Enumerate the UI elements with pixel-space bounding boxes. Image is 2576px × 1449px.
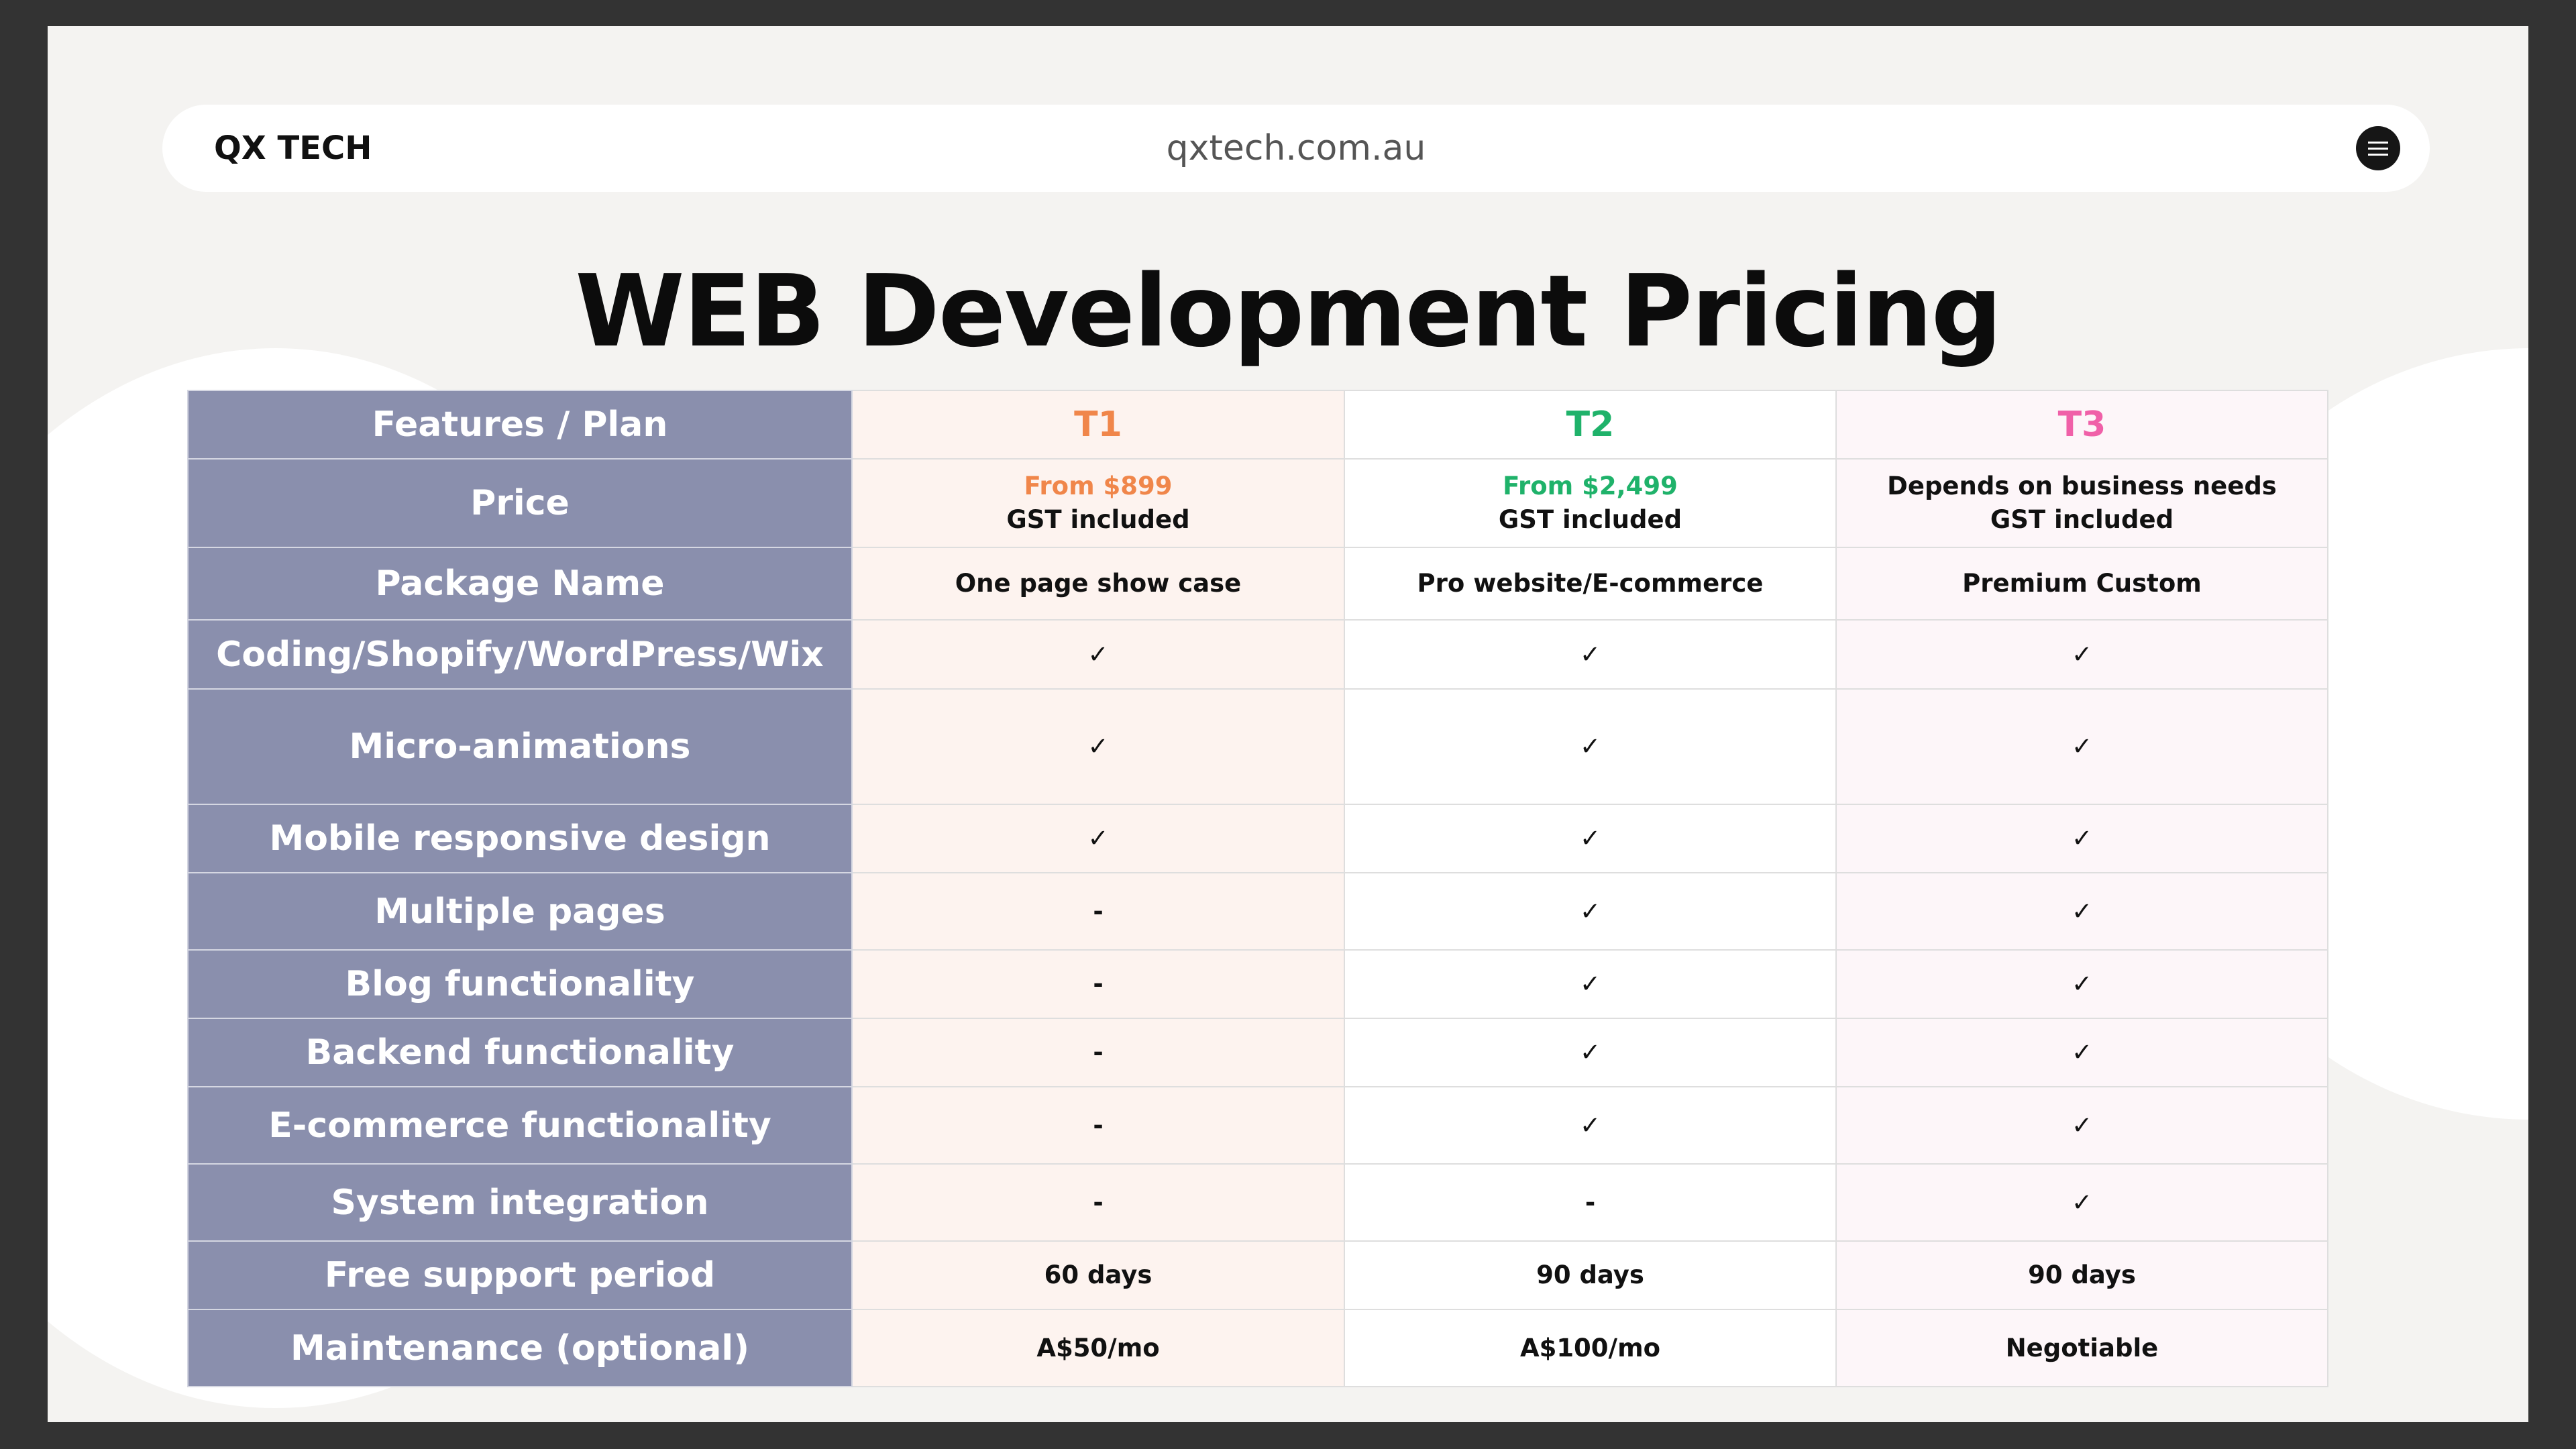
blog-t2: ✓ xyxy=(1344,949,1837,1019)
feature-coding-platforms: Coding/Shopify/WordPress/Wix xyxy=(187,619,853,690)
price-t3: Depends on business needs GST included xyxy=(1835,458,2328,548)
table-row: E-commerce functionality - ✓ ✓ xyxy=(187,1086,2328,1165)
multiple-pages-t2: ✓ xyxy=(1344,872,1837,951)
table-row: Package Name One page show case Pro webs… xyxy=(187,547,2328,621)
table-row: Maintenance (optional) A$50/mo A$100/mo … xyxy=(187,1309,2328,1387)
tier-t2-header: T2 xyxy=(1344,390,1837,460)
system-integration-t2: - xyxy=(1344,1163,1837,1242)
page-title: WEB Development Pricing xyxy=(575,254,2002,369)
table-row: Free support period 60 days 90 days 90 d… xyxy=(187,1240,2328,1310)
backend-t3: ✓ xyxy=(1835,1018,2328,1087)
table-row: Blog functionality - ✓ ✓ xyxy=(187,949,2328,1019)
price-t3-amount: Depends on business needs xyxy=(1887,472,2277,500)
free-support-t2: 90 days xyxy=(1344,1240,1837,1310)
tier-t1-header: T1 xyxy=(851,390,1345,460)
free-support-t1: 60 days xyxy=(851,1240,1345,1310)
coding-t2: ✓ xyxy=(1344,619,1837,690)
feature-multiple-pages: Multiple pages xyxy=(187,872,853,951)
tier-t3-header: T3 xyxy=(1835,390,2328,460)
feature-backend: Backend functionality xyxy=(187,1018,853,1087)
micro-animations-t2: ✓ xyxy=(1344,688,1837,805)
system-integration-t1: - xyxy=(851,1163,1345,1242)
price-t2-amount: From $2,499 xyxy=(1503,472,1678,500)
feature-free-support: Free support period xyxy=(187,1240,853,1310)
price-row: Price From $899 GST included From $2,499… xyxy=(187,458,2328,548)
maintenance-t1: A$50/mo xyxy=(851,1309,1345,1387)
feature-maintenance: Maintenance (optional) xyxy=(187,1309,853,1387)
free-support-t3: 90 days xyxy=(1835,1240,2328,1310)
features-plan-header: Features / Plan xyxy=(187,390,853,460)
mobile-responsive-t1: ✓ xyxy=(851,804,1345,873)
ecommerce-t1: - xyxy=(851,1086,1345,1165)
micro-animations-t3: ✓ xyxy=(1835,688,2328,805)
micro-animations-t1: ✓ xyxy=(851,688,1345,805)
header-bar: qxtech.com.au QX TECH xyxy=(162,105,2430,192)
package-name-t1: One page show case xyxy=(851,547,1345,621)
blog-t3: ✓ xyxy=(1835,949,2328,1019)
backend-t1: - xyxy=(851,1018,1345,1087)
table-row: System integration - - ✓ xyxy=(187,1163,2328,1242)
ecommerce-t3: ✓ xyxy=(1835,1086,2328,1165)
feature-price: Price xyxy=(187,458,853,548)
mobile-responsive-t3: ✓ xyxy=(1835,804,2328,873)
table-row: Mobile responsive design ✓ ✓ ✓ xyxy=(187,804,2328,873)
backend-t2: ✓ xyxy=(1344,1018,1837,1087)
table-row: Backend functionality - ✓ ✓ xyxy=(187,1018,2328,1087)
feature-ecommerce: E-commerce functionality xyxy=(187,1086,853,1165)
multiple-pages-t1: - xyxy=(851,872,1345,951)
feature-system-integration: System integration xyxy=(187,1163,853,1242)
coding-t1: ✓ xyxy=(851,619,1345,690)
feature-micro-animations: Micro-animations xyxy=(187,688,853,805)
mobile-responsive-t2: ✓ xyxy=(1344,804,1837,873)
brand-logo[interactable]: QX TECH xyxy=(214,129,372,167)
ecommerce-t2: ✓ xyxy=(1344,1086,1837,1165)
feature-blog: Blog functionality xyxy=(187,949,853,1019)
site-url[interactable]: qxtech.com.au xyxy=(1166,128,1426,168)
table-row: Coding/Shopify/WordPress/Wix ✓ ✓ ✓ xyxy=(187,619,2328,690)
table-row: Micro-animations ✓ ✓ ✓ xyxy=(187,688,2328,805)
multiple-pages-t3: ✓ xyxy=(1835,872,2328,951)
price-t2-gst: GST included xyxy=(1498,505,1682,534)
feature-mobile-responsive: Mobile responsive design xyxy=(187,804,853,873)
feature-package-name: Package Name xyxy=(187,547,853,621)
price-t2: From $2,499 GST included xyxy=(1344,458,1837,548)
price-t1-amount: From $899 xyxy=(1024,472,1173,500)
blog-t1: - xyxy=(851,949,1345,1019)
package-name-t3: Premium Custom xyxy=(1835,547,2328,621)
package-name-t2: Pro website/E-commerce xyxy=(1344,547,1837,621)
table-row: Multiple pages - ✓ ✓ xyxy=(187,872,2328,951)
price-t1-gst: GST included xyxy=(1006,505,1190,534)
system-integration-t3: ✓ xyxy=(1835,1163,2328,1242)
maintenance-t3: Negotiable xyxy=(1835,1309,2328,1387)
maintenance-t2: A$100/mo xyxy=(1344,1309,1837,1387)
price-t3-gst: GST included xyxy=(1990,505,2174,534)
pricing-table: Features / Plan T1 T2 T3 Price From $899… xyxy=(187,390,2328,1387)
coding-t3: ✓ xyxy=(1835,619,2328,690)
hamburger-menu-icon[interactable] xyxy=(2356,126,2400,170)
slide: qxtech.com.au QX TECH WEB Development Pr… xyxy=(48,26,2528,1422)
table-header-row: Features / Plan T1 T2 T3 xyxy=(187,390,2328,460)
price-t1: From $899 GST included xyxy=(851,458,1345,548)
